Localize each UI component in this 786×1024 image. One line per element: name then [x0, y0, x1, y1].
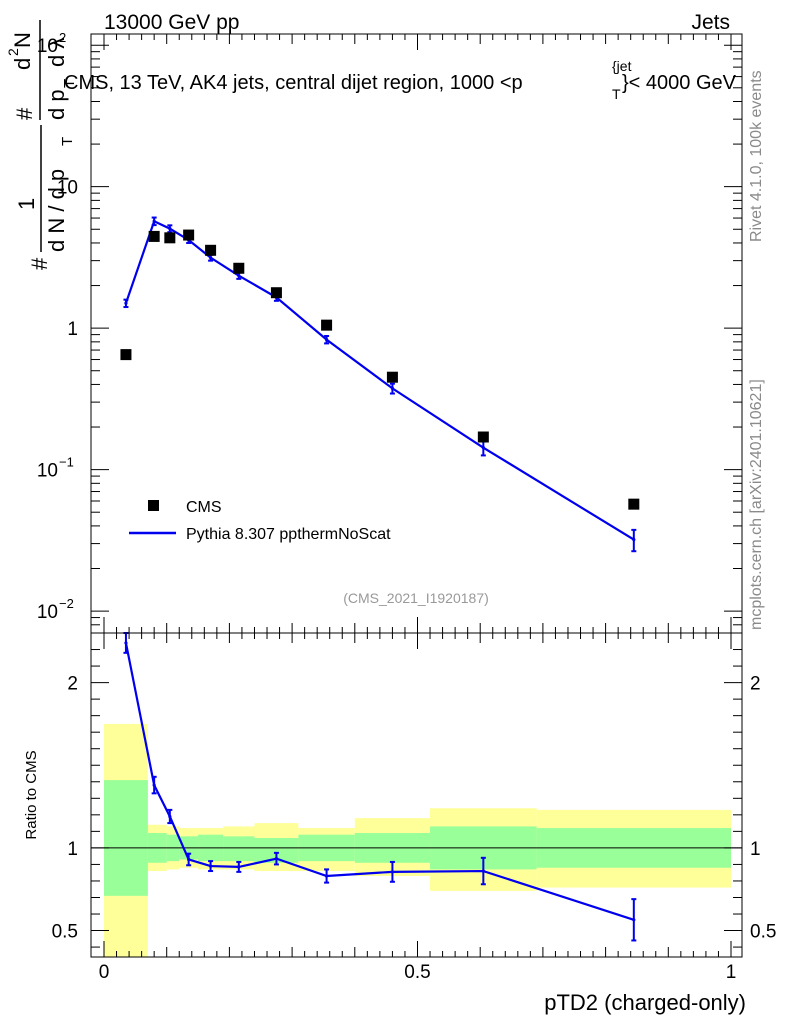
- ratio-y-tick-label-right: 1: [750, 839, 761, 860]
- stat-band-0: [104, 780, 148, 896]
- y-tick-label: 10: [57, 178, 78, 199]
- cms-data-point: [628, 498, 640, 510]
- x-tick-label: 0.5: [404, 962, 430, 983]
- svg-text:T: T: [612, 86, 621, 102]
- svg-text:}< 4000 GeV: }< 4000 GeV: [622, 72, 737, 94]
- header-right: Jets: [691, 11, 730, 34]
- legend: CMS Pythia 8.307 ppthermNoScat: [129, 499, 391, 543]
- axis-ticks: [91, 34, 742, 957]
- svg-text:T: T: [61, 79, 78, 88]
- cms-data-point: [233, 262, 245, 274]
- pythia-main-point: [481, 446, 485, 450]
- header-left: 13000 GeV pp: [104, 11, 239, 34]
- cms-data-point: [477, 431, 489, 443]
- pythia-ratio-point: [152, 783, 156, 787]
- pythia-main-point: [208, 256, 213, 260]
- ratio-plot-frame: [90, 632, 743, 958]
- ratio-y-tick-label: 0.5: [52, 922, 78, 943]
- svg-text:2: 2: [5, 48, 21, 56]
- ratio-y-tick-label: 1: [67, 839, 78, 860]
- cms-data-point: [164, 232, 176, 244]
- y-tick-label-exp: −1: [59, 455, 74, 470]
- pythia-main-point: [390, 386, 395, 391]
- svg-text:#: #: [12, 107, 37, 120]
- cms-data-point: [205, 244, 217, 256]
- pythia-main-point: [237, 274, 241, 278]
- pythia-ratio-point: [632, 918, 636, 922]
- svg-text:N: N: [10, 32, 35, 48]
- svg-text:T: T: [59, 137, 76, 146]
- stat-band-5: [223, 836, 255, 862]
- cms-data-point: [386, 371, 398, 383]
- rivet-version: Rivet 4.1.0, 100k events: [748, 70, 765, 242]
- svg-text:d p: d p: [44, 89, 69, 120]
- pythia-ratio-point: [168, 814, 172, 819]
- mcplots-reference: mcplots.cern.ch [arXiv:2401.10621]: [748, 379, 765, 630]
- ratio-y-tick-label-right: 2: [750, 674, 761, 695]
- legend-pythia-label: Pythia 8.307 ppthermNoScat: [186, 526, 391, 543]
- y-tick-label: 1: [67, 319, 78, 340]
- ratio-y-tick-label: 2: [67, 674, 78, 695]
- y-tick-label-base: 10: [37, 602, 58, 623]
- cms-data-point: [270, 287, 282, 299]
- cms-data-point: [183, 229, 195, 241]
- ratio-uncertainty-bands: [91, 723, 742, 957]
- pythia-ratio-point: [324, 874, 329, 878]
- svg-text:d: d: [10, 58, 35, 70]
- y-tick-label-exp: 2: [59, 30, 66, 45]
- svg-text:#: #: [27, 257, 52, 270]
- analysis-watermark: (CMS_2021_I1920187): [343, 590, 489, 606]
- pythia-ratio-point: [274, 857, 279, 861]
- plot-title: CMS, 13 TeV, AK4 jets, central dijet reg…: [64, 58, 737, 102]
- cms-data-point: [120, 349, 132, 361]
- y-tick-label-base: 10: [37, 36, 58, 57]
- pythia-main-point: [632, 538, 636, 542]
- ratio-y-tick-label-right: 0.5: [750, 922, 776, 943]
- legend-cms-label: CMS: [186, 499, 222, 516]
- pythia-main-point: [124, 301, 128, 305]
- pythia-main-line: [124, 219, 635, 541]
- cms-data-point: [148, 230, 160, 242]
- svg-text:d λ: d λ: [44, 38, 69, 67]
- legend-cms-marker: [148, 500, 159, 511]
- svg-text:CMS, 13 TeV, AK4 jets, central: CMS, 13 TeV, AK4 jets, central dijet reg…: [64, 72, 523, 94]
- pythia-ratio-point: [124, 641, 128, 645]
- x-tick-label: 1: [726, 962, 737, 983]
- ratio-y-label: Ratio to CMS: [23, 750, 40, 839]
- x-tick-label: 0: [99, 962, 110, 983]
- y-tick-label-exp: −2: [59, 596, 74, 611]
- pythia-ratio-point: [481, 869, 485, 873]
- svg-text:{jet: {jet: [612, 58, 632, 74]
- pythia-ratio-point: [208, 864, 213, 868]
- svg-text:d N / d p: d N / d p: [44, 169, 69, 252]
- pythia-ratio-point: [187, 857, 191, 862]
- pythia-main-point: [168, 227, 172, 231]
- main-plot-frame: [90, 33, 743, 634]
- pythia-main-point: [152, 219, 156, 223]
- y-tick-label-base: 10: [37, 461, 58, 482]
- svg-text:1: 1: [14, 198, 39, 210]
- pythia-ratio-point: [390, 870, 395, 874]
- pythia-main-point: [324, 337, 329, 342]
- pythia-ratio-point: [237, 865, 241, 869]
- cms-data-point: [321, 319, 333, 331]
- main-y-label: # 1 d N / d p T # d 2 N d p T d λ: [5, 20, 78, 270]
- series-layer: [120, 216, 640, 942]
- x-axis-label: pTD2 (charged-only): [544, 990, 746, 1015]
